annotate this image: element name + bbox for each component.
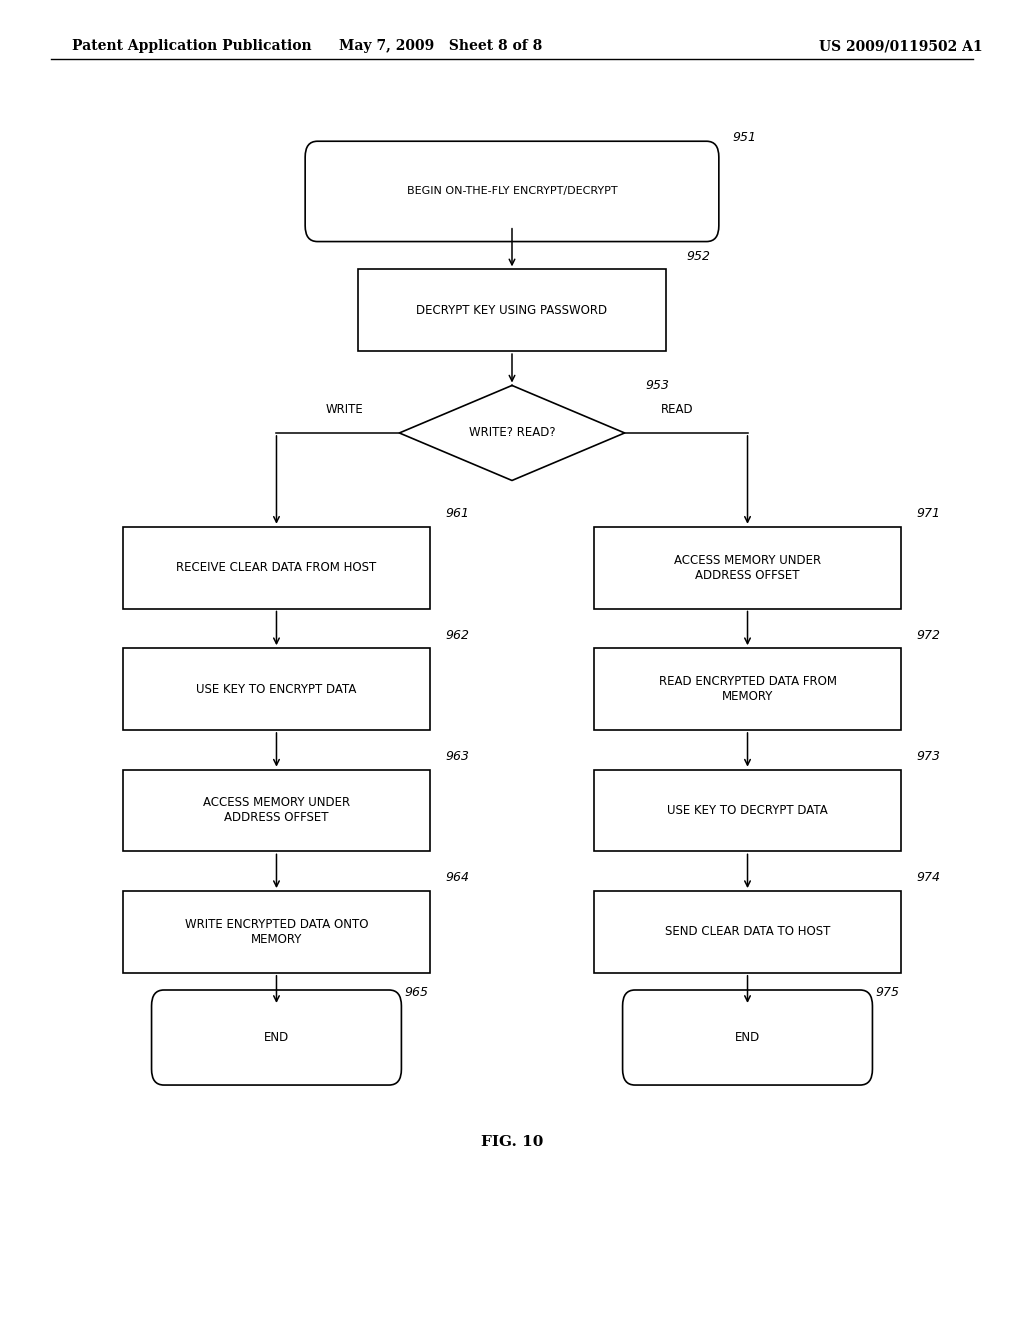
Bar	[123, 527, 430, 609]
Text: RECEIVE CLEAR DATA FROM HOST: RECEIVE CLEAR DATA FROM HOST	[176, 561, 377, 574]
Text: US 2009/0119502 A1: US 2009/0119502 A1	[819, 40, 983, 53]
Bar	[358, 269, 666, 351]
Text: WRITE? READ?: WRITE? READ?	[469, 426, 555, 440]
Polygon shape	[399, 385, 625, 480]
Bar	[123, 770, 430, 851]
Text: 951: 951	[732, 131, 756, 144]
Bar	[594, 527, 901, 609]
Text: ACCESS MEMORY UNDER
ADDRESS OFFSET: ACCESS MEMORY UNDER ADDRESS OFFSET	[674, 553, 821, 582]
Text: 971: 971	[916, 507, 940, 520]
Text: READ ENCRYPTED DATA FROM
MEMORY: READ ENCRYPTED DATA FROM MEMORY	[658, 675, 837, 704]
Text: ACCESS MEMORY UNDER
ADDRESS OFFSET: ACCESS MEMORY UNDER ADDRESS OFFSET	[203, 796, 350, 825]
Text: 964: 964	[445, 871, 469, 884]
Text: WRITE: WRITE	[326, 403, 364, 416]
Text: END: END	[735, 1031, 760, 1044]
Text: May 7, 2009   Sheet 8 of 8: May 7, 2009 Sheet 8 of 8	[339, 40, 542, 53]
Text: 952: 952	[686, 249, 710, 263]
Text: END: END	[264, 1031, 289, 1044]
Text: 963: 963	[445, 750, 469, 763]
Text: READ: READ	[660, 403, 693, 416]
Text: WRITE ENCRYPTED DATA ONTO
MEMORY: WRITE ENCRYPTED DATA ONTO MEMORY	[184, 917, 369, 946]
Text: 953: 953	[645, 379, 669, 392]
Bar	[594, 648, 901, 730]
Text: Patent Application Publication: Patent Application Publication	[72, 40, 311, 53]
Bar	[123, 648, 430, 730]
Text: DECRYPT KEY USING PASSWORD: DECRYPT KEY USING PASSWORD	[417, 304, 607, 317]
Text: 962: 962	[445, 628, 469, 642]
Text: SEND CLEAR DATA TO HOST: SEND CLEAR DATA TO HOST	[665, 925, 830, 939]
Text: 974: 974	[916, 871, 940, 884]
Text: USE KEY TO ENCRYPT DATA: USE KEY TO ENCRYPT DATA	[197, 682, 356, 696]
Bar	[594, 891, 901, 973]
Text: BEGIN ON-THE-FLY ENCRYPT/DECRYPT: BEGIN ON-THE-FLY ENCRYPT/DECRYPT	[407, 186, 617, 197]
Text: FIG. 10: FIG. 10	[481, 1135, 543, 1148]
Text: 961: 961	[445, 507, 469, 520]
Text: 975: 975	[876, 986, 899, 999]
Bar	[123, 891, 430, 973]
Text: USE KEY TO DECRYPT DATA: USE KEY TO DECRYPT DATA	[668, 804, 827, 817]
FancyBboxPatch shape	[152, 990, 401, 1085]
FancyBboxPatch shape	[623, 990, 872, 1085]
Text: 972: 972	[916, 628, 940, 642]
FancyBboxPatch shape	[305, 141, 719, 242]
Text: 965: 965	[404, 986, 428, 999]
Text: 973: 973	[916, 750, 940, 763]
Bar	[594, 770, 901, 851]
